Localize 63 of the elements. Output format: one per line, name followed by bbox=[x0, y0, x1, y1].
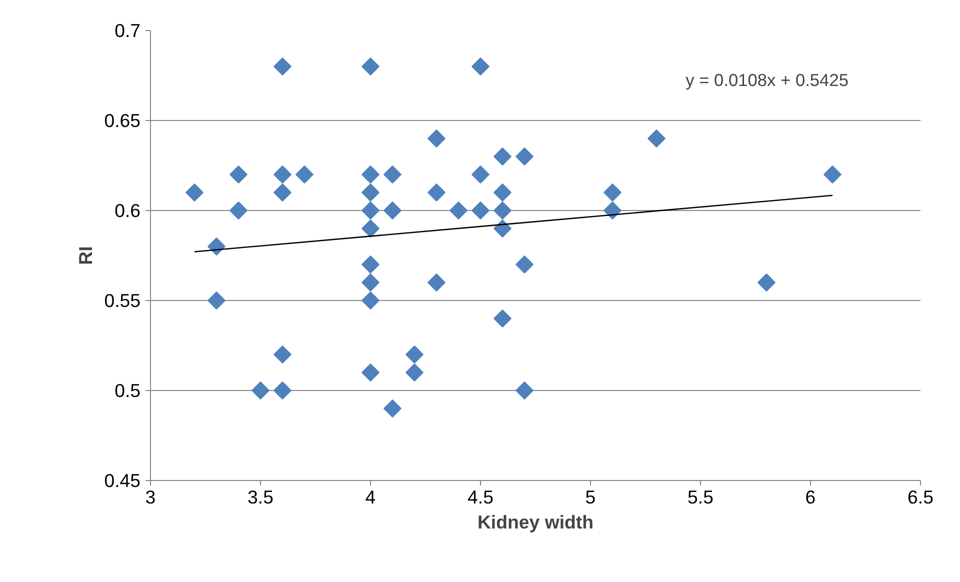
point bbox=[472, 166, 490, 184]
y-tick-label: 0.6 bbox=[114, 200, 141, 221]
point bbox=[362, 184, 380, 202]
x-tick-label: 6 bbox=[805, 486, 816, 508]
point bbox=[384, 166, 402, 184]
y-axis-title: RI bbox=[75, 246, 96, 265]
point bbox=[648, 130, 666, 148]
point bbox=[516, 382, 534, 400]
point bbox=[494, 310, 512, 328]
point bbox=[516, 148, 534, 166]
x-tick-label: 5 bbox=[585, 486, 596, 508]
point bbox=[274, 184, 292, 202]
point bbox=[450, 202, 468, 220]
x-tick-label: 3.5 bbox=[248, 486, 274, 508]
point bbox=[824, 166, 842, 184]
point bbox=[208, 238, 226, 256]
x-tick-label: 4 bbox=[365, 486, 376, 508]
point bbox=[428, 274, 446, 292]
point bbox=[428, 184, 446, 202]
point bbox=[274, 58, 292, 76]
point bbox=[406, 346, 424, 364]
x-tick-label: 5.5 bbox=[688, 486, 714, 508]
x-axis-title: Kidney width bbox=[477, 512, 594, 532]
y-tick-label: 0.45 bbox=[104, 470, 140, 491]
point bbox=[362, 274, 380, 292]
point bbox=[362, 364, 380, 382]
point bbox=[428, 130, 446, 148]
point bbox=[516, 256, 534, 274]
y-tick-label: 0.55 bbox=[104, 290, 140, 311]
point bbox=[384, 202, 402, 220]
point bbox=[274, 382, 292, 400]
point bbox=[494, 202, 512, 220]
point bbox=[362, 220, 380, 238]
point bbox=[758, 274, 776, 292]
point bbox=[406, 364, 424, 382]
point bbox=[604, 184, 622, 202]
y-tick-label: 0.5 bbox=[114, 380, 141, 401]
point bbox=[494, 220, 512, 238]
point bbox=[274, 166, 292, 184]
point bbox=[472, 202, 490, 220]
point bbox=[362, 58, 380, 76]
point bbox=[362, 202, 380, 220]
point bbox=[274, 346, 292, 364]
point bbox=[494, 148, 512, 166]
point bbox=[252, 382, 270, 400]
x-tick-label: 3 bbox=[145, 486, 156, 508]
point bbox=[362, 166, 380, 184]
point bbox=[494, 184, 512, 202]
point bbox=[362, 256, 380, 274]
point bbox=[362, 292, 380, 310]
x-tick-label: 6.5 bbox=[908, 486, 934, 508]
point bbox=[472, 58, 490, 76]
point bbox=[208, 292, 226, 310]
point bbox=[230, 166, 248, 184]
annotation: y = 0.0108x + 0.5425 bbox=[686, 70, 848, 90]
point bbox=[296, 166, 314, 184]
point bbox=[186, 184, 204, 202]
point bbox=[384, 400, 402, 418]
y-tick-label: 0.65 bbox=[104, 110, 140, 131]
point bbox=[230, 202, 248, 220]
point bbox=[604, 202, 622, 220]
x-tick-label: 4.5 bbox=[468, 486, 494, 508]
y-tick-label: 0.7 bbox=[114, 20, 141, 41]
